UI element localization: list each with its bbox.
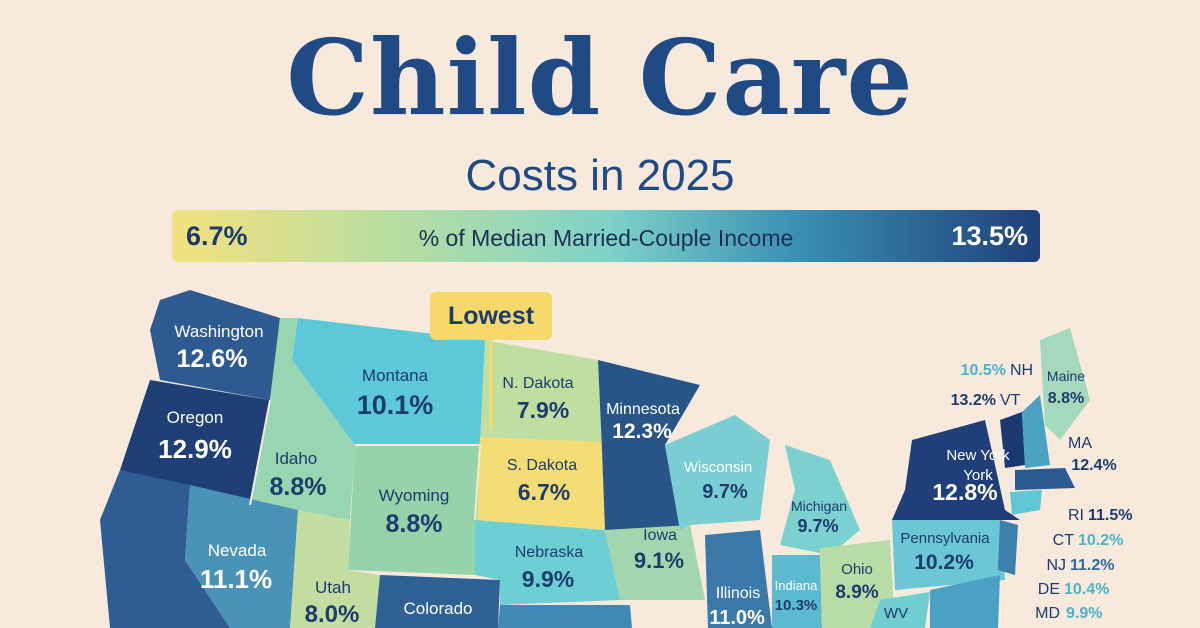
state-washington: [150, 290, 280, 400]
small-state-abbr: VT: [1000, 392, 1021, 409]
small-state-value: 11.5%: [1088, 507, 1132, 524]
state-oregon: [120, 380, 270, 505]
state-name: Iowa: [643, 527, 677, 544]
small-state-value: 12.4%: [1071, 457, 1116, 474]
state-nh: [1022, 395, 1050, 468]
state-name: Montana: [362, 366, 429, 385]
callout-label: Lowest: [447, 302, 535, 330]
small-state-value: 9.9%: [1066, 605, 1102, 622]
state-value: 10.3%: [775, 597, 818, 614]
state-value: 8.8%: [270, 473, 327, 501]
state-maine: [1040, 328, 1090, 440]
small-state-value: 11.2%: [1070, 557, 1114, 574]
state-value: 8.8%: [1048, 390, 1084, 407]
small-state-value: 13.2%: [951, 392, 996, 409]
state-name: Colorado: [404, 599, 473, 618]
state-lower: [930, 575, 1000, 628]
color-scale-legend: 6.7% % of Median Married-Couple Income 1…: [172, 210, 1040, 262]
small-state-value: 10.4%: [1064, 581, 1109, 598]
state-value: 12.8%: [932, 479, 997, 505]
state-value: 8.9%: [835, 582, 878, 603]
state-value: 8.8%: [386, 510, 443, 538]
state-value: 10.2%: [914, 551, 974, 574]
state-name: N. Dakota: [502, 375, 573, 392]
state-nj: [998, 520, 1018, 575]
state-name: Wisconsin: [684, 459, 752, 476]
state-name: Utah: [315, 578, 351, 597]
state-value: 9.9%: [522, 566, 574, 592]
legend-max: 13.5%: [951, 221, 1028, 251]
state-nebraska: [475, 520, 620, 605]
small-state-value: 10.2%: [1078, 532, 1123, 549]
state-name: Washington: [174, 322, 263, 341]
small-state-abbr: NH: [1010, 362, 1033, 379]
state-value: 11.0%: [709, 607, 765, 628]
state-nevada: [185, 485, 298, 628]
state-name-line2: York: [963, 467, 993, 484]
state-idaho: [250, 318, 355, 520]
state-value: 9.7%: [702, 481, 748, 503]
small-state-abbr: MA: [1068, 435, 1092, 452]
small-state-abbr: RI: [1068, 507, 1084, 524]
state-name: Maine: [1047, 368, 1085, 384]
state-utah: [290, 510, 380, 628]
state-ma: [1015, 468, 1075, 490]
state-name: Michigan: [791, 498, 847, 514]
legend-min: 6.7%: [186, 221, 248, 251]
state-vermont: [1000, 412, 1025, 468]
state-ct: [1010, 490, 1042, 515]
state-value: 12.3%: [612, 420, 672, 443]
state-iowa: [605, 525, 705, 600]
state-name: Idaho: [275, 449, 318, 468]
state-name: Nebraska: [515, 544, 584, 561]
state-value: 11.1%: [200, 564, 272, 594]
state-value: 8.0%: [305, 601, 360, 628]
state-sdakota: [475, 437, 605, 530]
small-state-abbr: MD: [1035, 605, 1060, 622]
state-name: Minnesota: [606, 401, 680, 418]
state-newyork: [892, 420, 1020, 520]
legend-label: % of Median Married-Couple Income: [418, 225, 794, 251]
state-value: 9.7%: [797, 516, 838, 536]
state-name: Wyoming: [379, 486, 450, 505]
state-wyoming: [348, 445, 480, 575]
state-wisconsin: [665, 415, 770, 530]
state-name: Nevada: [208, 541, 267, 560]
state-name: Illinois: [716, 585, 760, 602]
state-pennsylvania: [892, 515, 1005, 590]
state-value: 12.9%: [158, 434, 232, 464]
state-ndakota: [480, 340, 602, 450]
state-illinois: [705, 530, 772, 628]
small-state-abbr: CT: [1053, 532, 1075, 549]
state-value: 6.7%: [518, 479, 570, 505]
state-borders: [249, 399, 481, 521]
state-michigan: [780, 445, 860, 555]
state-name: Pennsylvania: [900, 530, 990, 547]
state-california: [100, 470, 230, 628]
state-name: Indiana: [775, 578, 818, 593]
small-state-abbr: DE: [1038, 581, 1060, 598]
state-name: New York: [946, 447, 1010, 464]
state-wv: [870, 592, 930, 628]
state-value: 9.1%: [634, 548, 684, 573]
state-name: Ohio: [841, 561, 873, 578]
state-name: WV: [884, 605, 908, 622]
state-colorado: [375, 575, 500, 628]
small-state-value: 10.5%: [961, 362, 1006, 379]
state-value: 7.9%: [517, 397, 569, 423]
small-state-abbr: NJ: [1046, 557, 1066, 574]
page-subtitle: Costs in 2025: [465, 151, 735, 200]
state-name: Oregon: [167, 408, 224, 427]
state-value: 12.6%: [177, 345, 248, 373]
state-montana: [292, 318, 485, 445]
state-value: 10.1%: [357, 390, 434, 420]
page-title: Child Care: [286, 16, 914, 139]
state-ohio: [820, 540, 895, 628]
lowest-callout: Lowest: [430, 292, 552, 340]
state-minnesota: [598, 360, 700, 530]
state-kansas: [498, 605, 632, 628]
state-name: S. Dakota: [507, 457, 577, 474]
state-indiana: [772, 555, 822, 628]
